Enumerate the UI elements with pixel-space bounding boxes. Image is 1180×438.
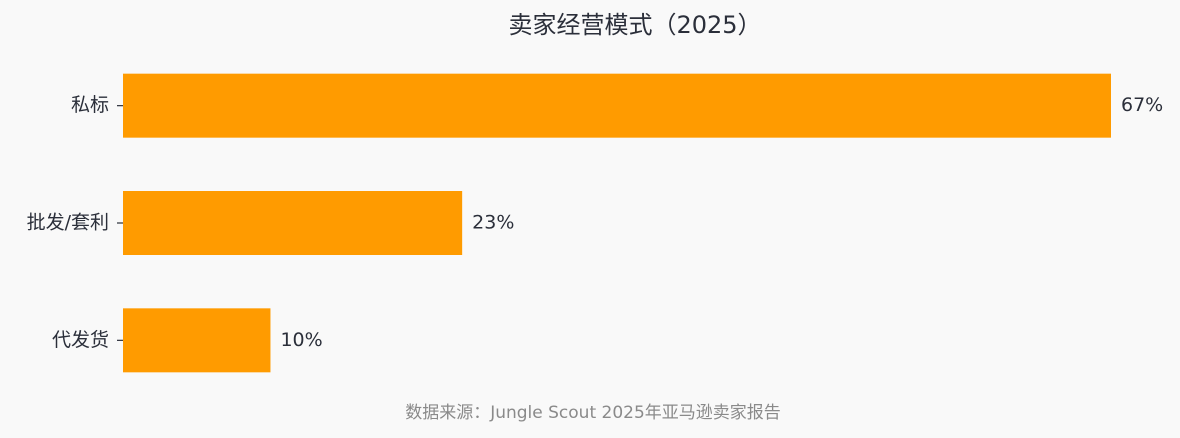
bar [123, 308, 271, 373]
bar [123, 73, 1111, 138]
chart-title: 卖家经营模式（2025） [508, 11, 761, 39]
y-tick-label: 私标 [71, 94, 109, 116]
source-note: 数据来源：Jungle Scout 2025年亚马逊卖家报告 [405, 403, 781, 423]
value-label: 10% [280, 329, 322, 351]
value-label: 23% [472, 212, 514, 234]
y-tick-label: 代发货 [52, 329, 109, 351]
y-tick-label: 批发/套利 [27, 212, 109, 234]
bar [123, 191, 463, 255]
value-label: 67% [1121, 94, 1163, 116]
